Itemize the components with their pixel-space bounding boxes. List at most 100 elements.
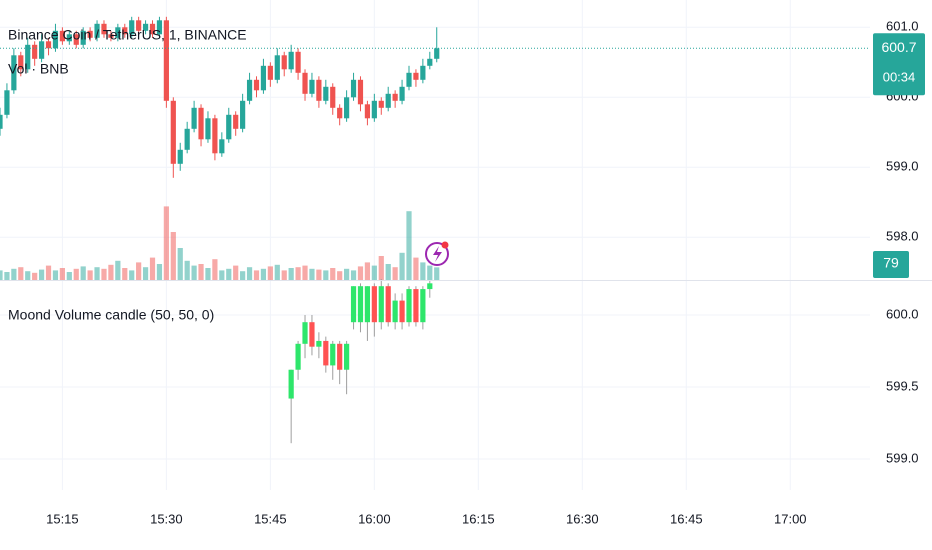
volume-bar: [32, 272, 38, 280]
volume-bar: [142, 267, 149, 280]
volume-bar: [101, 268, 107, 280]
candle-body: [427, 58, 433, 66]
candle-body: [108, 34, 114, 38]
volume-bar: [253, 270, 260, 280]
volume-bar: [59, 268, 65, 280]
volume-bar: [385, 264, 391, 280]
volume-bar: [267, 266, 273, 280]
x-tick-label: 16:15: [462, 511, 495, 526]
candle-body: [0, 114, 3, 129]
volume-bar: [122, 268, 128, 280]
volume-bar: [413, 257, 419, 280]
volume-bar: [371, 265, 377, 280]
candle-body: [136, 20, 142, 31]
volume-bar: [177, 248, 183, 280]
candle-body: [80, 30, 86, 45]
candle-body: [302, 72, 308, 94]
candle-body: [212, 118, 218, 154]
candle-body: [198, 107, 204, 140]
last-price-label: 600.7: [881, 39, 916, 55]
volume-bar: [115, 260, 121, 280]
candle-body: [94, 23, 100, 38]
x-tick-label: 15:15: [46, 511, 79, 526]
volume-bar: [0, 270, 3, 280]
candle-body: [25, 44, 31, 70]
candle-body: [385, 286, 391, 323]
candle-body: [309, 322, 315, 347]
volume-bar: [73, 268, 79, 280]
candle-body: [87, 30, 93, 38]
candle-body: [330, 86, 336, 108]
candle-body: [4, 90, 10, 115]
volume-bar: [219, 270, 225, 280]
y-tick-label: 598.0: [886, 229, 919, 244]
volume-bar: [11, 268, 17, 280]
candle-body: [177, 149, 183, 164]
volume-bar: [246, 267, 253, 280]
volume-bar: [226, 268, 232, 280]
volume-bar: [198, 264, 204, 280]
candle-body: [288, 369, 294, 399]
x-tick-label: 15:45: [254, 511, 287, 526]
volume-bar: [295, 267, 301, 280]
volume-bar: [274, 264, 280, 280]
volume-bar: [80, 266, 86, 280]
candle-body: [309, 79, 315, 94]
candle-body: [281, 55, 287, 70]
y-tick-label: 599.0: [886, 450, 919, 465]
volume-bar: [240, 271, 246, 280]
candle-body: [330, 343, 336, 366]
candle-body: [371, 100, 377, 119]
x-tick-label: 17:00: [774, 511, 807, 526]
logo-bolt: [433, 246, 442, 262]
volume-bar: [25, 271, 31, 280]
candle-body: [357, 286, 364, 323]
volume-bar: [66, 272, 72, 280]
candle-body: [32, 44, 38, 59]
volume-bar: [281, 270, 287, 280]
candle-body: [385, 93, 391, 108]
volume-bar: [350, 270, 357, 280]
candle-body: [260, 65, 267, 91]
candle-body: [11, 55, 17, 91]
candle-body: [420, 289, 426, 323]
volume-bar: [163, 206, 169, 280]
last-price-tag: [873, 33, 925, 96]
candle-body: [406, 72, 412, 87]
candle-body: [344, 343, 350, 370]
candle-body: [302, 322, 308, 344]
y-tick-label: 600.0: [886, 306, 919, 321]
candle-body: [205, 118, 211, 140]
volume-bar: [184, 260, 190, 280]
volume-bar: [149, 257, 156, 280]
volume-bar: [18, 267, 24, 280]
candle-body: [323, 86, 329, 101]
candle-body: [316, 79, 322, 101]
candle-body: [191, 107, 197, 129]
candle-body: [246, 79, 253, 101]
symbol-title: Binance Coin / TetherUS, 1, BINANCE: [8, 27, 247, 43]
candle-body: [378, 286, 384, 323]
candle-body: [350, 79, 357, 98]
candle-body: [226, 114, 232, 140]
volume-bar: [434, 267, 440, 280]
candle-body: [399, 86, 405, 101]
candle-body: [413, 289, 419, 323]
volume-bar: [4, 272, 10, 280]
volume-bar: [323, 270, 329, 280]
volume-bar: [45, 265, 52, 280]
candle-body: [364, 286, 371, 323]
volume-bar: [38, 269, 45, 280]
candle-body: [129, 20, 135, 35]
y-tick-label: 599.0: [886, 159, 919, 174]
grid: 15:15 15:30 15:45 16:00 16:15 16:30 16:45 17:00…: [0, 0, 919, 526]
volume-bar: [378, 256, 384, 280]
x-tick-label: 16:45: [670, 511, 703, 526]
candle-body: [392, 93, 398, 101]
candle-body: [434, 48, 440, 59]
volume-bar: [399, 252, 405, 280]
candle-body: [219, 139, 225, 154]
volume-bar: [344, 268, 350, 280]
